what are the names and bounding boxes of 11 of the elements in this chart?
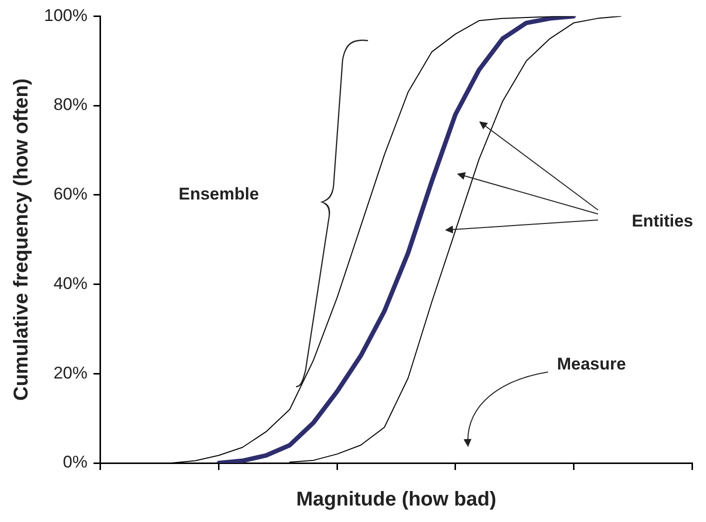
y-axis-title: Cumulative frequency (how often): [10, 78, 33, 401]
y-tick-label: 80%: [53, 95, 88, 114]
annotation: Entities: [632, 211, 694, 230]
y-tick-label: 100%: [44, 6, 88, 25]
y-tick-label: 0%: [62, 452, 88, 472]
annotation: Measure: [556, 354, 626, 374]
y-tick-label: 60%: [53, 184, 88, 204]
y-tick-label: 40%: [53, 274, 88, 293]
y-tick-label: 20%: [53, 363, 88, 382]
annotation: Ensemble: [178, 184, 259, 204]
x-axis-title: Magnitude (how bad): [296, 488, 496, 511]
